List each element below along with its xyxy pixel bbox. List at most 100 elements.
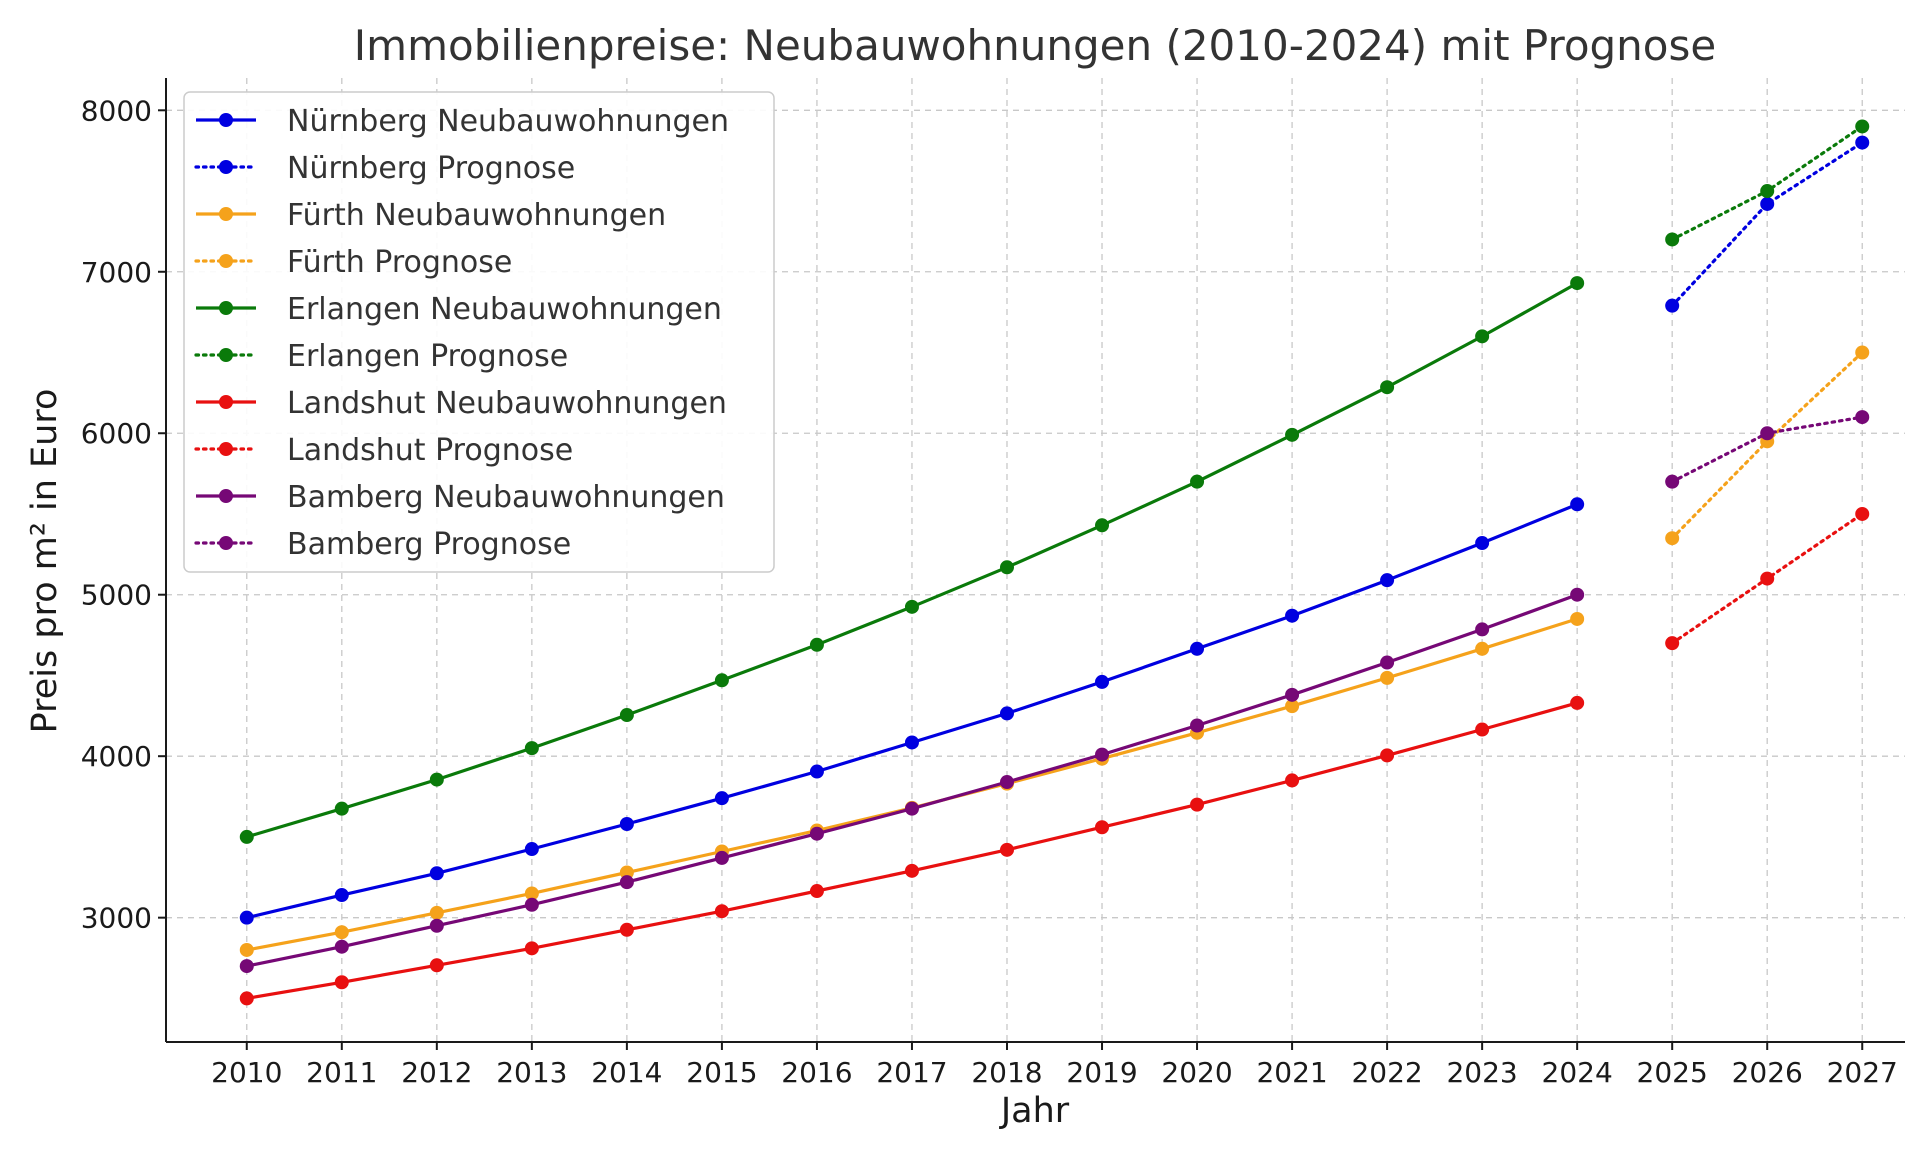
legend-marker-swatch <box>219 395 233 409</box>
series-landshut-neubauwohnungen <box>239 695 1585 1006</box>
data-point-landshut-neubauwohnungen <box>809 884 824 899</box>
legend-marker-swatch <box>219 160 233 174</box>
data-point-nuernberg-prognose <box>1760 196 1775 211</box>
y-tick-label: 7000 <box>81 256 152 289</box>
data-point-nuernberg-prognose <box>1665 298 1680 313</box>
x-tick-label: 2021 <box>1256 1056 1327 1089</box>
legend-marker-swatch <box>219 254 233 268</box>
y-axis-label: Preis pro m² in Euro <box>25 389 65 734</box>
data-point-bamberg-prognose <box>1760 426 1775 441</box>
data-point-nuernberg-neubauwohnungen <box>904 735 919 750</box>
legend-label: Erlangen Prognose <box>287 339 568 374</box>
legend-label: Fürth Neubauwohnungen <box>287 198 666 233</box>
data-point-fuerth-neubauwohnungen <box>429 905 444 920</box>
y-tick-label: 8000 <box>81 94 152 127</box>
data-point-nuernberg-neubauwohnungen <box>1190 641 1205 656</box>
x-tick-label: 2024 <box>1542 1056 1613 1089</box>
data-point-landshut-neubauwohnungen <box>1095 820 1110 835</box>
data-point-bamberg-neubauwohnungen <box>999 775 1014 790</box>
legend-item-landshut-neubauwohnungen: Landshut Neubauwohnungen <box>196 386 727 421</box>
data-point-landshut-neubauwohnungen <box>524 941 539 956</box>
plot-series <box>239 119 1870 1006</box>
series-bamberg-neubauwohnungen <box>239 587 1585 974</box>
data-point-landshut-neubauwohnungen <box>1380 748 1395 763</box>
data-point-fuerth-neubauwohnungen <box>1570 611 1585 626</box>
x-tick-label: 2016 <box>781 1056 852 1089</box>
data-point-landshut-prognose <box>1760 571 1775 586</box>
data-point-landshut-neubauwohnungen <box>429 958 444 973</box>
data-point-nuernberg-neubauwohnungen <box>1380 573 1395 588</box>
data-point-nuernberg-neubauwohnungen <box>999 706 1014 721</box>
data-point-nuernberg-neubauwohnungen <box>1095 674 1110 689</box>
data-point-erlangen-prognose <box>1665 232 1680 247</box>
data-point-bamberg-neubauwohnungen <box>429 918 444 933</box>
data-point-landshut-prognose <box>1665 636 1680 651</box>
legend: Nürnberg Neubauwohnungen Nürnberg Prognos… <box>183 91 775 573</box>
legend-marker-swatch <box>219 301 233 315</box>
data-point-nuernberg-neubauwohnungen <box>524 842 539 857</box>
data-point-erlangen-neubauwohnungen <box>1380 380 1395 395</box>
data-point-landshut-neubauwohnungen <box>999 842 1014 857</box>
data-point-landshut-neubauwohnungen <box>1570 695 1585 710</box>
x-tick-label: 2026 <box>1732 1056 1803 1089</box>
y-tick-label: 3000 <box>81 902 152 935</box>
data-point-bamberg-neubauwohnungen <box>1570 587 1585 602</box>
data-point-landshut-neubauwohnungen <box>619 922 634 937</box>
data-point-landshut-neubauwohnungen <box>904 863 919 878</box>
legend-label: Nürnberg Neubauwohnungen <box>287 104 729 139</box>
legend-item-erlangen-neubauwohnungen: Erlangen Neubauwohnungen <box>196 292 722 327</box>
axes: 2010 2011 2012 2013 2014 2015 2016 2017 2018 2019… <box>81 78 1905 1089</box>
data-point-erlangen-neubauwohnungen <box>904 599 919 614</box>
data-point-fuerth-neubauwohnungen <box>524 886 539 901</box>
x-tick-label: 2014 <box>591 1056 662 1089</box>
x-tick-label: 2019 <box>1066 1056 1137 1089</box>
data-point-landshut-neubauwohnungen <box>714 904 729 919</box>
legend-box <box>183 91 775 573</box>
x-tick-label: 2023 <box>1446 1056 1517 1089</box>
data-point-fuerth-neubauwohnungen <box>334 925 349 940</box>
legend-item-landshut-prognose: Landshut Prognose <box>194 433 573 468</box>
series-nuernberg-prognose <box>1665 135 1870 313</box>
data-point-erlangen-neubauwohnungen <box>1570 276 1585 291</box>
data-point-landshut-prognose <box>1855 506 1870 521</box>
data-point-nuernberg-neubauwohnungen <box>334 888 349 903</box>
x-tick-label: 2017 <box>876 1056 947 1089</box>
legend-label: Landshut Neubauwohnungen <box>287 386 727 421</box>
x-tick-label: 2020 <box>1161 1056 1232 1089</box>
data-point-nuernberg-neubauwohnungen <box>1285 608 1300 623</box>
data-point-bamberg-neubauwohnungen <box>1475 622 1490 637</box>
data-point-fuerth-prognose <box>1855 345 1870 360</box>
data-point-erlangen-neubauwohnungen <box>429 772 444 787</box>
data-point-bamberg-neubauwohnungen <box>1095 747 1110 762</box>
data-point-bamberg-neubauwohnungen <box>714 850 729 865</box>
data-point-landshut-neubauwohnungen <box>1285 773 1300 788</box>
data-point-bamberg-neubauwohnungen <box>1285 687 1300 702</box>
data-point-erlangen-neubauwohnungen <box>334 801 349 816</box>
x-tick-label: 2011 <box>306 1056 377 1089</box>
legend-label: Nürnberg Prognose <box>287 151 575 186</box>
legend-item-bamberg-prognose: Bamberg Prognose <box>194 527 571 562</box>
x-tick-label: 2025 <box>1637 1056 1708 1089</box>
data-point-erlangen-neubauwohnungen <box>1095 518 1110 533</box>
data-point-nuernberg-neubauwohnungen <box>1475 536 1490 551</box>
data-point-bamberg-neubauwohnungen <box>524 897 539 912</box>
x-axis-label: Jahr <box>999 1091 1070 1131</box>
legend-item-nuernberg-prognose: Nürnberg Prognose <box>194 151 575 186</box>
data-point-fuerth-prognose <box>1665 531 1680 546</box>
data-point-nuernberg-neubauwohnungen <box>714 791 729 806</box>
data-point-erlangen-neubauwohnungen <box>524 741 539 756</box>
legend-marker-swatch <box>219 348 233 362</box>
data-point-erlangen-neubauwohnungen <box>239 829 254 844</box>
x-tick-label: 2012 <box>401 1056 472 1089</box>
data-point-nuernberg-neubauwohnungen <box>809 764 824 779</box>
legend-item-nuernberg-neubauwohnungen: Nürnberg Neubauwohnungen <box>196 104 729 139</box>
data-point-landshut-neubauwohnungen <box>334 975 349 990</box>
data-point-fuerth-neubauwohnungen <box>239 942 254 957</box>
legend-item-fuerth-neubauwohnungen: Fürth Neubauwohnungen <box>196 198 666 233</box>
data-point-bamberg-prognose <box>1665 474 1680 489</box>
data-point-bamberg-neubauwohnungen <box>619 875 634 890</box>
data-point-bamberg-neubauwohnungen <box>1190 718 1205 733</box>
series-landshut-prognose <box>1665 506 1870 651</box>
